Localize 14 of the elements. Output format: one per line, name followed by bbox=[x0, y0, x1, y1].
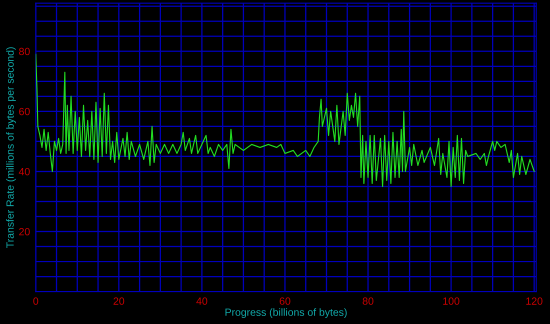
y-axis-title: Transfer Rate (millions of bytes per second) bbox=[6, 47, 16, 248]
y-tick-label: 80 bbox=[19, 48, 30, 56]
x-tick-label: 80 bbox=[362, 297, 374, 305]
x-tick-label: 60 bbox=[280, 297, 290, 305]
line-series bbox=[36, 54, 535, 188]
y-tick-label: 60 bbox=[19, 108, 30, 116]
x-tick-label: 20 bbox=[114, 297, 124, 305]
x-tick-label: 100 bbox=[443, 297, 460, 305]
x-tick-label: 40 bbox=[196, 297, 208, 305]
y-tick-label: 20 bbox=[19, 228, 30, 236]
x-tick-label: 120 bbox=[526, 297, 542, 305]
x-tick-label: 0 bbox=[33, 297, 38, 305]
y-tick-label: 40 bbox=[18, 168, 30, 176]
x-axis-title: Progress (billions of bytes) bbox=[225, 308, 347, 318]
